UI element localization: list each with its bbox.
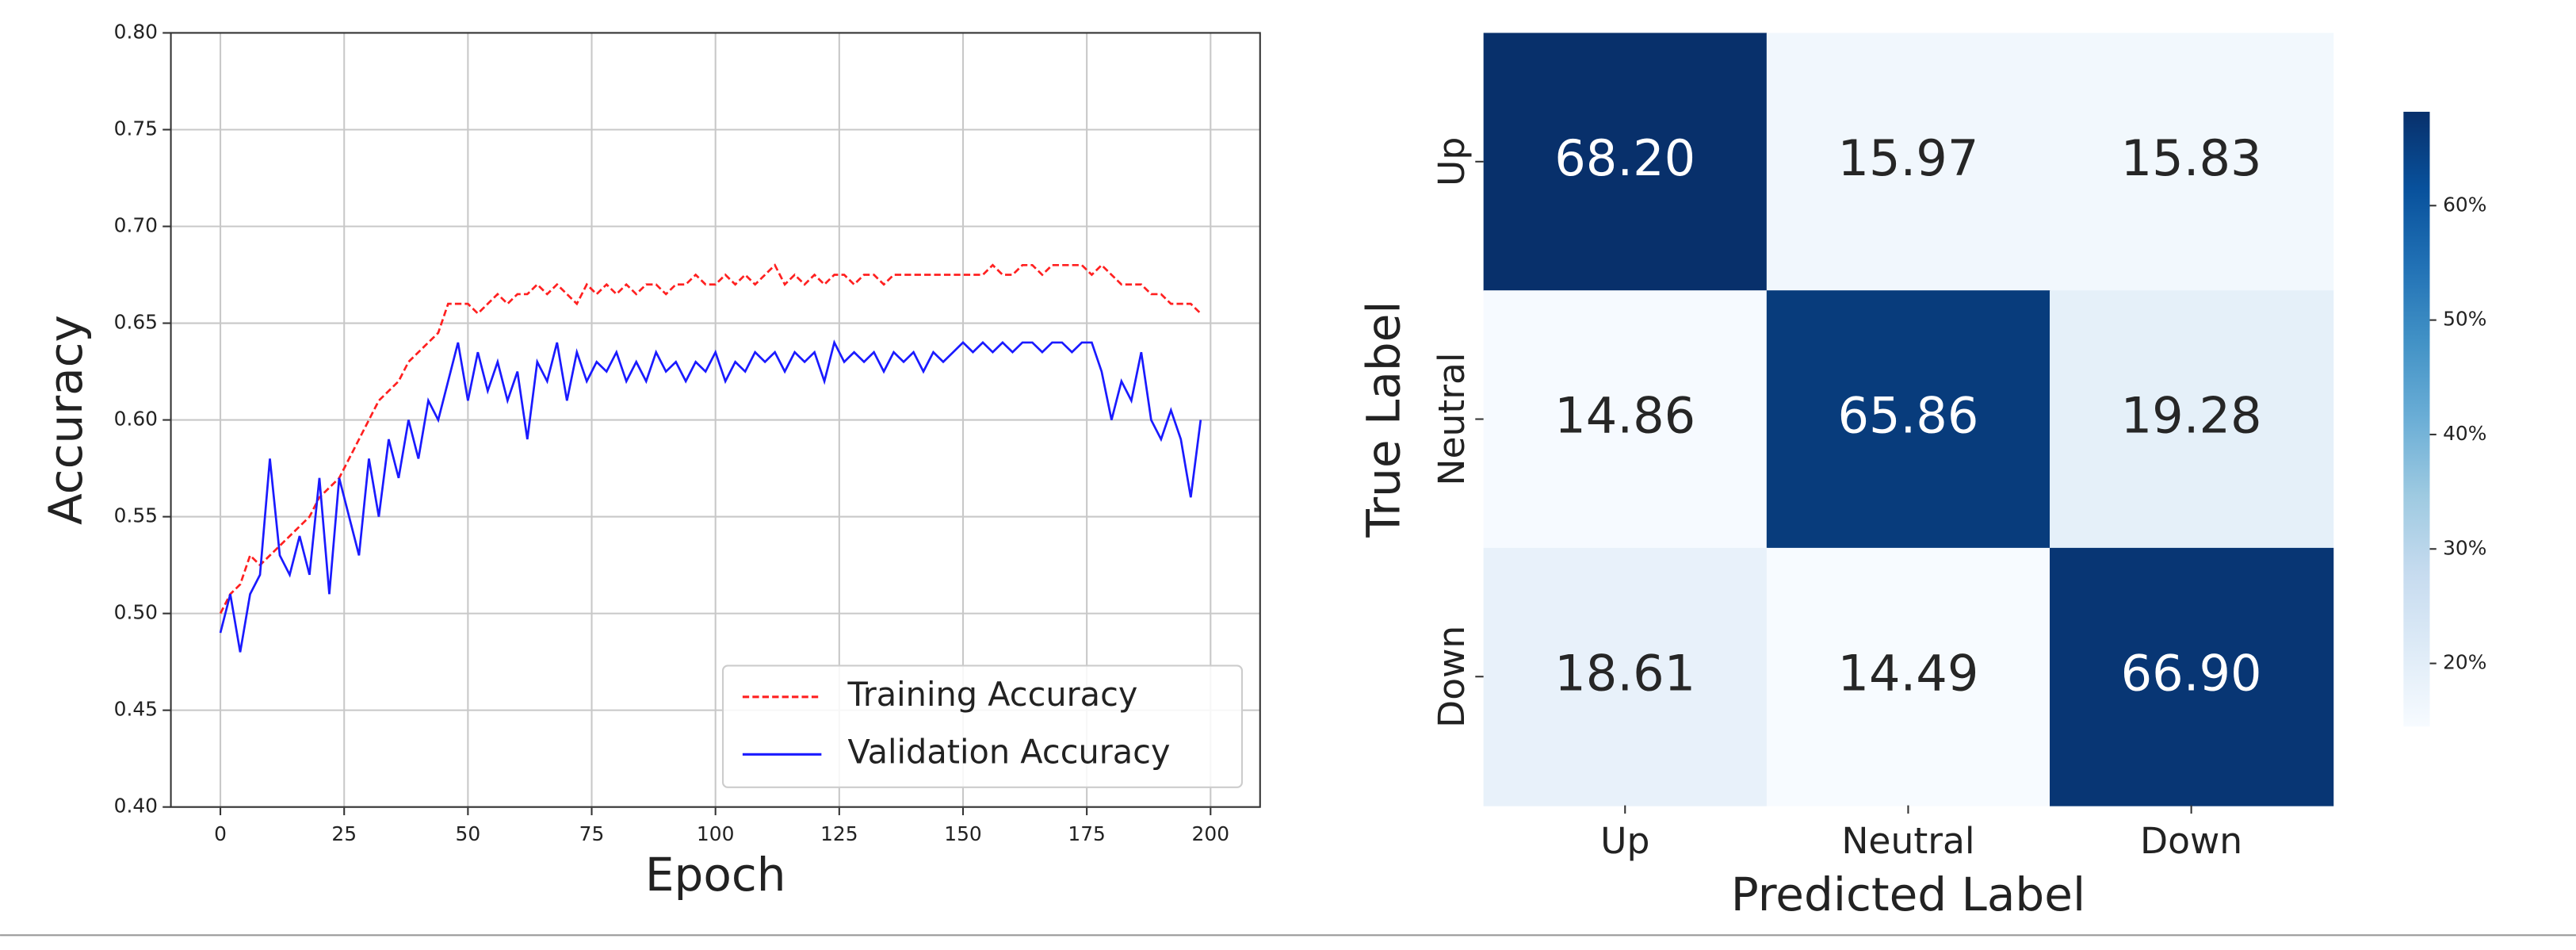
y-tick-label: Down	[1431, 626, 1473, 728]
colorbar-tick-label: 50%	[2443, 308, 2486, 331]
cell-label: 68.20	[1554, 129, 1695, 187]
data-line	[219, 263, 1202, 615]
x-tick-label: 150	[944, 822, 981, 845]
cell-label: 66.90	[2121, 644, 2262, 702]
plot-frame	[170, 32, 1261, 808]
cell-label: 15.83	[2121, 129, 2262, 187]
cell-label: 65.86	[1837, 387, 1978, 445]
x-tick-label: Up	[1600, 820, 1649, 862]
legend-box	[721, 665, 1244, 788]
cell-label: 18.61	[1554, 644, 1695, 702]
heatmap-cell	[1766, 33, 2051, 292]
x-tick-label: 100	[697, 822, 734, 845]
heatmap-cell	[1766, 290, 2051, 549]
heatmap-cell	[1483, 33, 1768, 292]
x-tick-label: 50	[456, 822, 481, 845]
cell-label: 14.86	[1554, 387, 1695, 445]
y-tick-label: 0.45	[114, 698, 158, 721]
x-tick-label: 0	[214, 822, 227, 845]
y-axis-label: True Label	[1356, 301, 1410, 538]
x-axis-label: Predicted Label	[1731, 868, 2085, 921]
x-tick-label: Neutral	[1841, 820, 1974, 862]
colorbar-tick-label: 40%	[2443, 422, 2486, 445]
x-tick-label: 175	[1068, 822, 1105, 845]
x-tick-label: Down	[2140, 820, 2242, 862]
legend-label: Validation Accuracy	[848, 733, 1171, 771]
colorbar-tick-label: 20%	[2443, 651, 2486, 674]
y-tick-label: 0.80	[114, 20, 158, 43]
y-tick-label: Neutral	[1431, 352, 1473, 485]
data-line	[219, 339, 1202, 653]
heatmap-cell	[1483, 290, 1768, 549]
y-tick-label: 0.65	[114, 311, 158, 334]
colorbar	[2403, 111, 2430, 727]
cell-label: 14.49	[1837, 644, 1978, 702]
cell-label: 19.28	[2121, 387, 2262, 445]
y-tick-label: 0.60	[114, 408, 158, 431]
heatmap-cell	[1766, 547, 2051, 806]
colorbar-tick-label: 30%	[2443, 536, 2486, 559]
x-tick-label: 75	[579, 822, 605, 845]
y-tick-label: Up	[1431, 137, 1473, 186]
x-tick-label: 200	[1192, 822, 1229, 845]
heatmap-cell	[2050, 33, 2334, 292]
x-axis-label: Epoch	[645, 848, 786, 902]
y-tick-label: 0.75	[114, 117, 158, 140]
y-tick-label: 0.50	[114, 601, 158, 624]
y-tick-label: 0.55	[114, 504, 158, 527]
heatmap-cell	[2050, 290, 2334, 549]
cell-label: 15.97	[1837, 129, 1978, 187]
y-axis-label: Accuracy	[39, 315, 93, 525]
heatmap-cell	[1483, 547, 1768, 806]
y-tick-label: 0.40	[114, 795, 158, 818]
x-tick-label: 25	[331, 822, 357, 845]
x-tick-label: 125	[820, 822, 858, 845]
y-tick-label: 0.70	[114, 214, 158, 237]
heatmap-cell	[2050, 547, 2334, 806]
legend-label: Training Accuracy	[847, 676, 1138, 714]
colorbar-tick-label: 60%	[2443, 193, 2486, 216]
